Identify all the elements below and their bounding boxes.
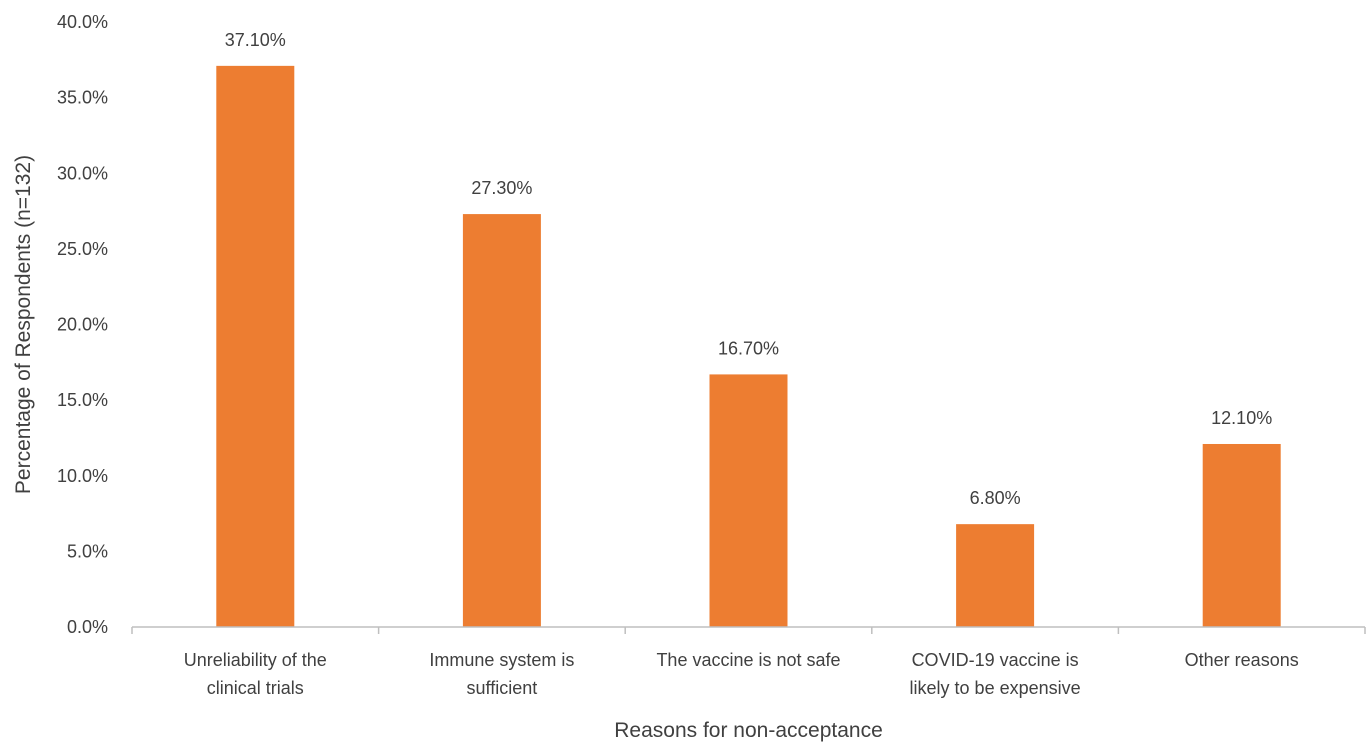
x-axis-category-labels: Unreliability of the clinical trials Immun… [184,650,1299,698]
y-tick-label: 5.0% [67,541,108,561]
y-axis-title: Percentage of Respondents (n=132) [12,155,35,494]
y-tick-label: 20.0% [57,315,108,335]
y-tick-label: 15.0% [57,390,108,410]
x-category-label: Other reasons [1185,650,1299,670]
x-category-label: Unreliability of the clinical trials [184,650,327,698]
bar [216,65,295,628]
data-label: 6.80% [970,488,1021,508]
x-category-label: COVID-19 vaccine is likely to be expensiv… [910,650,1081,698]
bar [462,214,541,627]
x-axis-title: Reasons for non-acceptance [614,719,883,742]
data-label: 27.30% [471,178,532,198]
data-label: 37.10% [225,30,286,50]
y-tick-label: 10.0% [57,466,108,486]
bar [709,374,788,627]
data-label: 16.70% [718,338,779,358]
data-labels-group: 37.10% 27.30% 16.70% 6.80% 12.10% [225,30,1272,508]
y-axis-ticks: 0.0% 5.0% 10.0% 15.0% 20.0% 25.0% 30.0% 35.0% 40… [57,12,108,637]
y-tick-label: 40.0% [57,12,108,32]
data-label: 12.10% [1211,408,1272,428]
bar [956,524,1035,627]
bar [1202,443,1281,627]
y-tick-label: 25.0% [57,239,108,259]
x-category-label: The vaccine is not safe [656,650,840,670]
x-axis-ticks [131,627,1366,634]
y-tick-label: 35.0% [57,88,108,108]
y-tick-label: 30.0% [57,163,108,183]
bars-group [216,65,1281,628]
x-category-label: Immune system is sufficient [429,650,574,698]
y-tick-label: 0.0% [67,617,108,637]
